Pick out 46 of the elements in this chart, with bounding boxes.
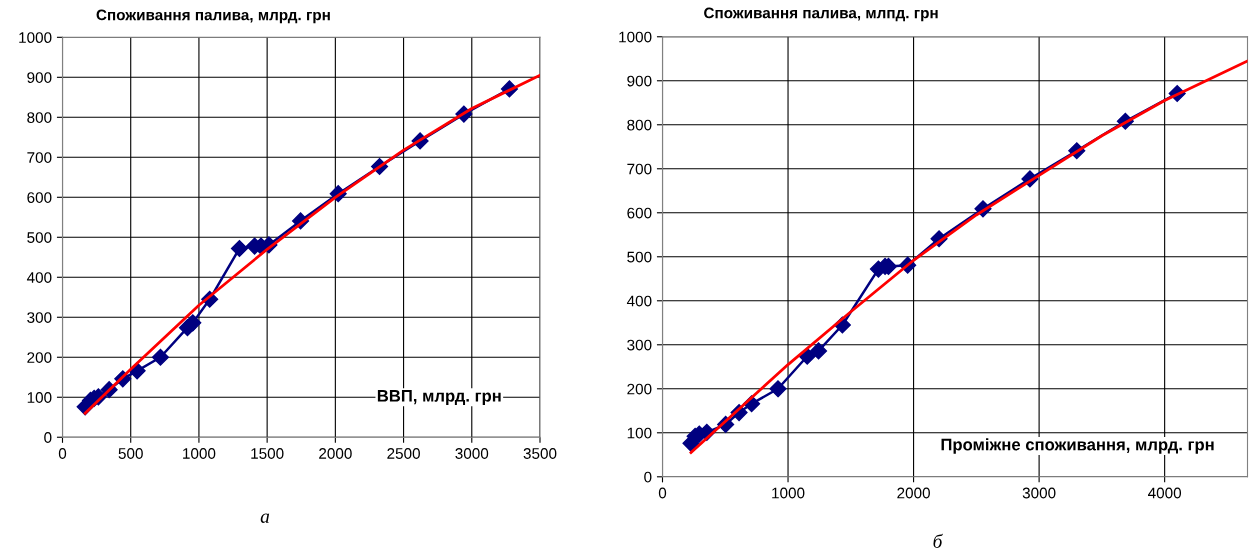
x-tick-label: 0	[58, 448, 67, 459]
x-tick-label: 3000	[455, 448, 489, 459]
y-tick-label: 0	[44, 432, 52, 443]
point	[151, 348, 170, 366]
x-tick-label: 4000	[1148, 487, 1182, 499]
x-tick-label: 2500	[387, 448, 420, 459]
point	[769, 380, 787, 398]
y-tick-label: 900	[627, 75, 652, 87]
y-tick-label: 400	[626, 295, 652, 307]
y-tick-label: 800	[627, 119, 652, 131]
y-tick-label: 200	[27, 352, 52, 363]
y-tick-label: 900	[27, 72, 52, 83]
y-tick-label: 500	[627, 251, 652, 263]
x-axis-title: ВВП, млрд. грн	[377, 390, 501, 406]
text: б	[933, 533, 943, 548]
y-axis-title: Споживання палива, млрд. грн	[96, 9, 330, 24]
x-tick-label: 1000	[772, 487, 805, 499]
y-tick-label: 1000	[619, 31, 652, 43]
y-tick-label: 700	[27, 152, 52, 163]
x-tick-label: 0	[658, 487, 667, 499]
y-tick-label: 100	[627, 427, 652, 439]
y-tick-label: 400	[26, 272, 52, 283]
x-tick-label: 3500	[523, 448, 557, 459]
x-tick-label: 3000	[1022, 487, 1056, 499]
text: а	[260, 513, 270, 523]
x-tick-label: 500	[118, 448, 143, 459]
point	[184, 314, 202, 332]
x-tick-label: 2000	[897, 487, 930, 499]
y-tick-label: 300	[627, 339, 652, 351]
y-tick-label: 600	[27, 192, 52, 203]
point	[230, 239, 248, 258]
x-axis-title: Проміжне споживання, млрд. грн	[941, 438, 1214, 454]
x-tick-label: 2000	[319, 448, 352, 459]
y-tick-label: 600	[627, 207, 652, 219]
y-tick-label: 700	[627, 163, 652, 175]
y-tick-label: 1000	[19, 32, 52, 44]
x-tick-label: 1500	[251, 448, 284, 459]
y-tick-label: 300	[27, 312, 52, 323]
y-tick-label: 200	[627, 383, 652, 395]
y-tick-label: 800	[27, 112, 52, 123]
y-tick-label: 500	[27, 232, 52, 243]
x-tick-label: 1000	[183, 448, 216, 459]
y-tick-label: 0	[644, 471, 652, 483]
y-axis-title: Споживання палива, млпд. грн	[704, 7, 938, 22]
point	[809, 342, 828, 360]
y-tick-label: 100	[27, 392, 52, 403]
